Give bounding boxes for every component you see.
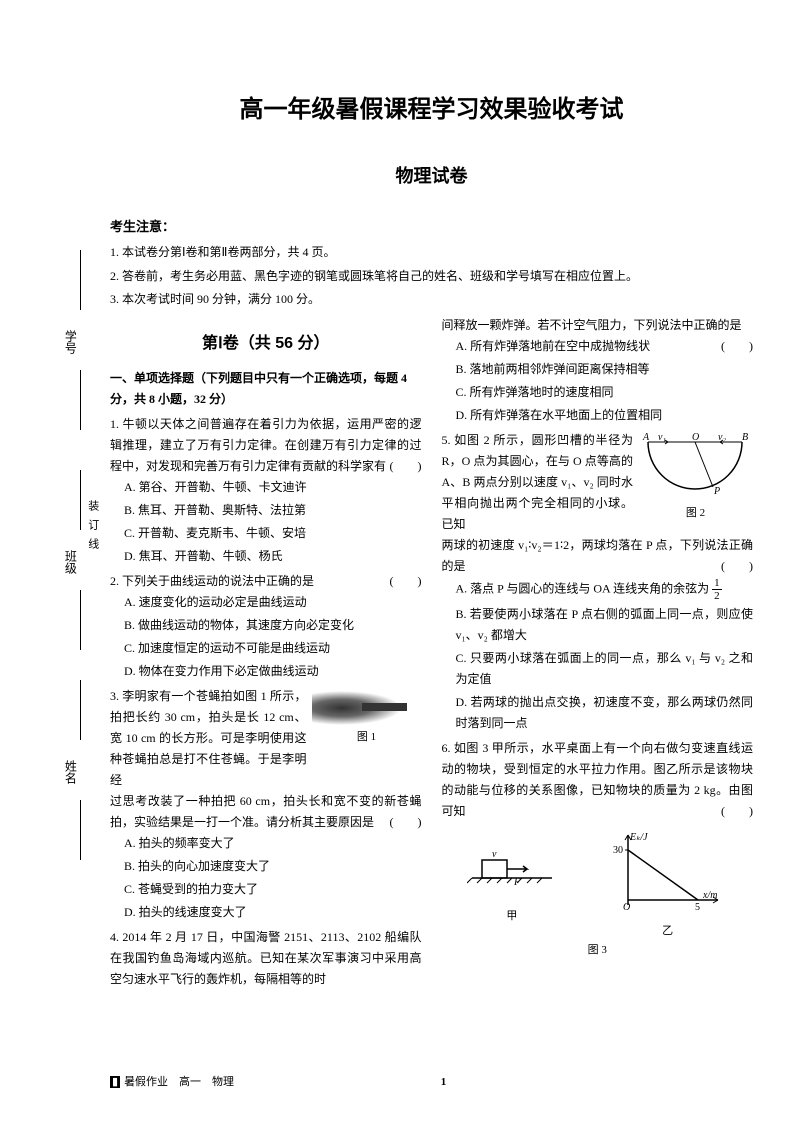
notice-item: 2. 答卷前，考生务必用蓝、黑色字迹的钢笔或圆珠笔将自己的姓名、班级和学号填写在… [110, 266, 753, 286]
page-number: 1 [441, 1073, 447, 1092]
q1-opt-c: C. 开普勒、麦克斯韦、牛顿、安培 [124, 523, 422, 544]
notice-title: 考生注意： [110, 216, 753, 238]
q4-opt-a: A. 所有炸弹落地前在空中成抛物线状 [456, 336, 754, 357]
q6-text: 6. 如图 3 甲所示，水平桌面上有一个向右做匀变速直线运动的物块，受到恒定的水… [442, 741, 754, 818]
answer-paren: ( ) [721, 336, 753, 357]
q3-text-a: 3. 李明家有一个苍蝇拍如图 1 所示，拍把长约 30 cm，拍头是长 12 c… [110, 689, 307, 787]
svg-text:A: A [642, 432, 650, 443]
fig3-jia: 甲 [467, 907, 557, 926]
label-xingming: 姓名 [60, 760, 80, 784]
svg-text:v₂: v₂ [718, 432, 726, 443]
section-1-title: 第Ⅰ卷（共 56 分） [110, 330, 422, 358]
fig3-yi: 乙 [608, 922, 728, 941]
answer-paren: ( ) [390, 571, 422, 592]
q3-text-b: 过思考改装了一种拍把 60 cm，拍头长和宽不变的新苍蝇拍，实验结果是一打一个准… [110, 794, 422, 829]
binding-margin: 学号 班级 装订线 姓名 [30, 200, 100, 1000]
question-1: 1. 牛顿以天体之间普遍存在着引力为依据，运用严密的逻辑推理，建立了万有引力定律… [110, 414, 422, 567]
svg-text:Eₖ/J: Eₖ/J [629, 832, 648, 843]
svg-text:v: v [492, 849, 497, 860]
svg-text:O: O [692, 432, 699, 443]
q5-text-a: 5. 如图 2 所示，圆形凹槽的半径为 R，O 点为其圆心，在与 O 点等高的 … [442, 433, 634, 531]
figure-3: v F 甲 Eₖ/J 30 O 5 [442, 830, 754, 941]
bowl-diagram-icon: A v₁ O v₂ B P [638, 432, 753, 497]
fig1-label: 图 1 [312, 728, 422, 747]
category-1: 一、单项选择题（下列题目中只有一个正确选项，每题 4 分，共 8 小题，32 分… [110, 368, 422, 410]
notice-block: 考生注意： 1. 本试卷分第Ⅰ卷和第Ⅱ卷两部分，共 4 页。 2. 答卷前，考生… [110, 216, 753, 309]
q5-text-b: 两球的初速度 v₁∶v₂＝1∶2，两球均落在 P 点，下列说法正确的是 [442, 538, 754, 573]
q5-opt-a: A. 落点 P 与圆心的连线与 OA 连线夹角的余弦为 12 [456, 577, 754, 602]
swatter-icon [312, 688, 412, 728]
figure-2: A v₁ O v₂ B P 图 2 [638, 432, 753, 523]
label-xuehao: 学号 [60, 330, 80, 354]
answer-paren: ( ) [390, 456, 422, 477]
svg-text:B: B [742, 432, 748, 443]
answer-paren: ( ) [390, 812, 422, 833]
svg-text:P: P [713, 486, 720, 497]
question-6: 6. 如图 3 甲所示，水平桌面上有一个向右做匀变速直线运动的物块，受到恒定的水… [442, 738, 754, 961]
main-title: 高一年级暑假课程学习效果验收考试 [110, 90, 753, 131]
q3-opt-b: B. 拍头的向心加速度变大了 [124, 856, 422, 877]
subtitle: 物理试卷 [110, 161, 753, 192]
svg-text:x/m: x/m [702, 890, 717, 901]
block-diagram-icon: v F [467, 830, 557, 900]
footer-text: 暑假作业 高一 物理 [124, 1076, 234, 1088]
q2-opt-c: C. 加速度恒定的运动不可能是曲线运动 [124, 638, 422, 659]
q1-opt-b: B. 焦耳、开普勒、奥斯特、法拉第 [124, 500, 422, 521]
q4-text: 4. 2014 年 2 月 17 日，中国海警 2151、2113、2102 船… [110, 930, 422, 986]
q3-opt-c: C. 苍蝇受到的拍力变大了 [124, 879, 422, 900]
page-footer: ▮ 暑假作业 高一 物理 1 [110, 1073, 753, 1092]
right-column: 间释放一颗炸弹。若不计空气阻力，下列说法中正确的是 ( ) A. 所有炸弹落地前在… [442, 315, 754, 994]
q2-opt-b: B. 做曲线运动的物体，其速度方向必定变化 [124, 615, 422, 636]
left-column: 第Ⅰ卷（共 56 分） 一、单项选择题（下列题目中只有一个正确选项，每题 4 分… [110, 315, 422, 994]
q3-opt-a: A. 拍头的频率变大了 [124, 833, 422, 854]
question-5: A v₁ O v₂ B P 图 2 5. 如图 2 所示，圆形凹槽的半径为 R，… [442, 430, 754, 734]
notice-item: 3. 本次考试时间 90 分钟，满分 100 分。 [110, 289, 753, 309]
zhuangding-label: 装订线 [83, 500, 102, 557]
answer-paren: ( ) [721, 556, 753, 577]
q1-opt-a: A. 第谷、开普勒、牛顿、卡文迪许 [124, 477, 422, 498]
q4-opt-c: C. 所有炸弹落地时的速度相同 [456, 382, 754, 403]
question-2: 2. 下列关于曲线运动的说法中正确的是 ( ) A. 速度变化的运动必定是曲线运动… [110, 571, 422, 682]
label-banji: 班级 [60, 550, 80, 574]
figure-1: 图 1 [312, 688, 422, 747]
fig2-label: 图 2 [638, 504, 753, 523]
footer-mark-icon: ▮ [110, 1076, 120, 1088]
fig3-label: 图 3 [442, 941, 754, 960]
answer-paren: ( ) [721, 801, 753, 822]
q2-opt-a: A. 速度变化的运动必定是曲线运动 [124, 592, 422, 613]
svg-text:F: F [513, 877, 521, 888]
q4-opt-d: D. 所有炸弹落在水平地面上的位置相同 [456, 405, 754, 426]
q2-opt-d: D. 物体在变力作用下必定做曲线运动 [124, 661, 422, 682]
svg-text:v₁: v₁ [658, 432, 666, 443]
svg-text:5: 5 [695, 902, 700, 913]
q1-opt-d: D. 焦耳、开普勒、牛顿、杨氏 [124, 546, 422, 567]
q5-opt-b: B. 若要使两小球落在 P 点右侧的弧面上同一点，则应使 v₁、v₂ 都增大 [456, 604, 754, 646]
svg-text:O: O [623, 902, 630, 913]
notice-item: 1. 本试卷分第Ⅰ卷和第Ⅱ卷两部分，共 4 页。 [110, 242, 753, 262]
svg-text:30: 30 [613, 845, 623, 856]
q4c-text: 间释放一颗炸弹。若不计空气阻力，下列说法中正确的是 [442, 318, 742, 332]
question-3: 图 1 3. 李明家有一个苍蝇拍如图 1 所示，拍把长约 30 cm，拍头是长 … [110, 686, 422, 923]
q5-opt-c: C. 只要两小球落在弧面上的同一点，那么 v₁ 与 v₂ 之和为定值 [456, 648, 754, 690]
question-4: 4. 2014 年 2 月 17 日，中国海警 2151、2113、2102 船… [110, 927, 422, 990]
q1-text: 1. 牛顿以天体之间普遍存在着引力为依据，运用严密的逻辑推理，建立了万有引力定律… [110, 417, 422, 473]
q5-opt-d: D. 若两球的抛出点交换，初速度不变，那么两球仍然同时落到同一点 [456, 692, 754, 734]
ek-graph-icon: Eₖ/J 30 O 5 x/m [608, 830, 728, 915]
q4-opt-b: B. 落地前两相邻炸弹间距离保持相等 [456, 359, 754, 380]
q2-text: 2. 下列关于曲线运动的说法中正确的是 [110, 574, 314, 588]
q3-opt-d: D. 拍头的线速度变大了 [124, 902, 422, 923]
question-4-cont: 间释放一颗炸弹。若不计空气阻力，下列说法中正确的是 ( ) A. 所有炸弹落地前在… [442, 315, 754, 426]
two-column-layout: 第Ⅰ卷（共 56 分） 一、单项选择题（下列题目中只有一个正确选项，每题 4 分… [110, 315, 753, 994]
